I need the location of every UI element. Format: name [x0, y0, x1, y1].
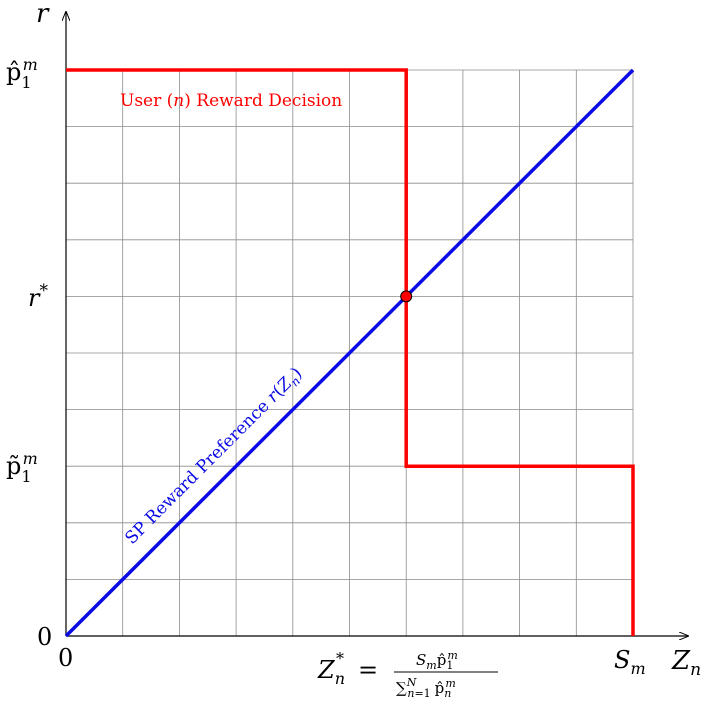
y-tick-p-hat: p̂1m — [6, 55, 38, 92]
x-tick-z-star-formula: Zn* = Smp̂1m ∑N n=1 p̂nm — [317, 649, 498, 700]
y-tick-r-star: r* — [28, 281, 48, 312]
svg-text:=: = — [358, 656, 378, 684]
y-axis-label: r — [36, 0, 50, 29]
svg-text:Zn*: Zn* — [317, 649, 345, 688]
x-tick-s-m: Sm — [614, 646, 646, 678]
user-reward-decision-line — [66, 68, 635, 636]
y-tick-p-tilde: p̃1m — [6, 449, 38, 486]
x-tick-zero: 0 — [58, 644, 73, 672]
sp-preference-annotation: SP Reward Preference r(Zn) — [121, 364, 307, 550]
y-tick-zero: 0 — [37, 623, 52, 651]
svg-text:Smp̂1m: Smp̂1m — [416, 649, 458, 672]
sp-reward-preference-line — [64, 68, 635, 638]
svg-text:∑Nn=1p̂nm: ∑N n=1 p̂nm — [396, 676, 456, 700]
user-decision-annotation: User (n) Reward Decision — [120, 91, 342, 111]
x-axis-label: Zn — [671, 646, 701, 680]
equilibrium-point — [400, 290, 413, 303]
